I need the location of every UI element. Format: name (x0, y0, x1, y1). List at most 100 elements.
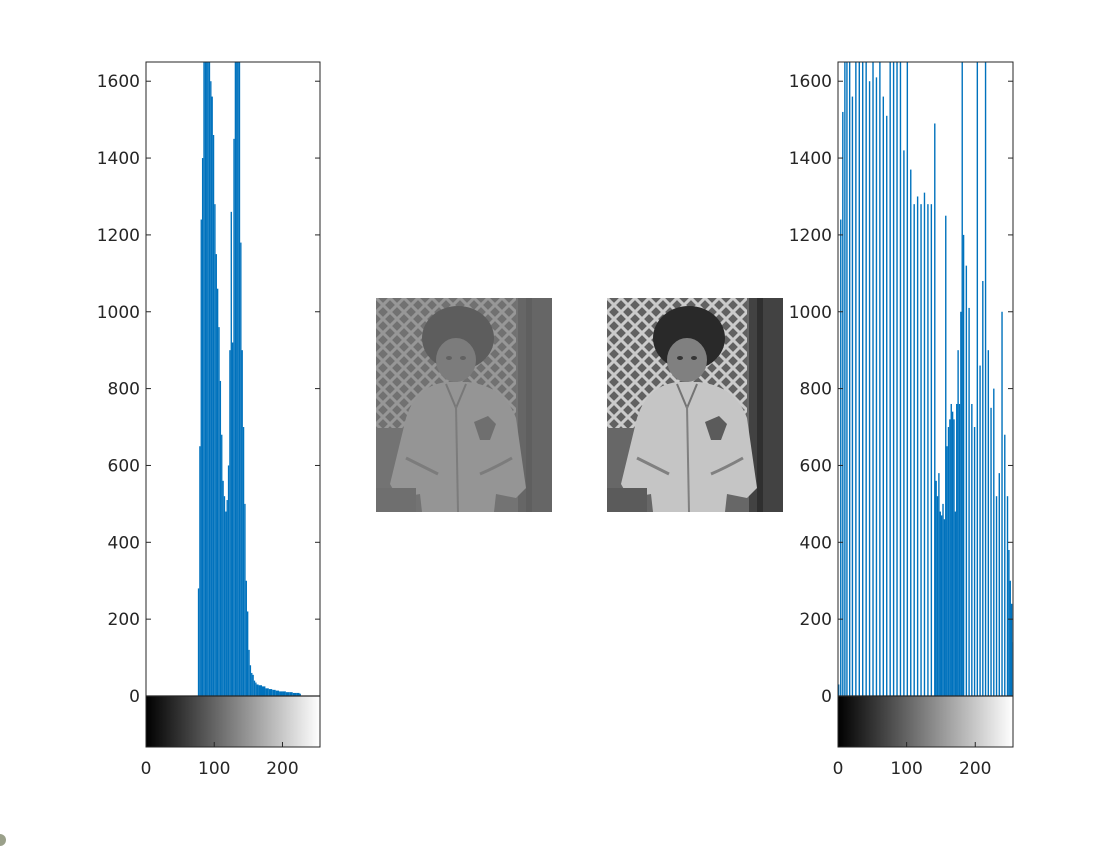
hist2-bar (954, 511, 957, 696)
hist1-bar (207, 62, 209, 696)
hist1-bar (299, 693, 301, 696)
hist1-bar (296, 692, 300, 696)
hist1-bar (212, 135, 215, 696)
equalized-photo-image (607, 298, 783, 512)
wall-post (526, 298, 532, 512)
hist1-bar (238, 62, 241, 696)
hist2-xtick-label: 200 (959, 759, 991, 779)
wall-post (757, 298, 763, 512)
hist2-bar (882, 96, 885, 696)
hist2-bar (892, 62, 895, 696)
hist1-bar (204, 62, 207, 696)
hist2-ytick-label: 1400 (789, 149, 832, 169)
hist2-bar (965, 265, 968, 696)
hist2-bar (1004, 434, 1006, 696)
hist1-bar (240, 242, 242, 696)
hist2-bar (958, 403, 961, 696)
hist2-bar (848, 62, 851, 696)
hist2-bars (838, 62, 1013, 696)
hist2-bar (998, 473, 1000, 696)
hist2-ytick-label: 1000 (789, 303, 832, 323)
eye (446, 356, 452, 360)
hist2-bar (1010, 603, 1013, 696)
hist1-bar (248, 649, 250, 696)
hist2-bar (979, 365, 981, 696)
hist2-axes-box (837, 61, 1014, 748)
hist2-bar (971, 403, 973, 696)
hist1-bar (226, 500, 228, 696)
hist1-bar (234, 62, 237, 696)
hist1-axes-box (145, 61, 321, 748)
hist1-bar (249, 665, 252, 696)
hist2-bar (858, 62, 860, 696)
hist2-ytick-label: 1600 (789, 72, 832, 92)
child-face (667, 338, 707, 382)
hist2-bar (951, 411, 954, 696)
hist2-bar (943, 519, 946, 696)
jacket-emblem (705, 416, 727, 440)
hist1-bar (214, 204, 216, 696)
hist1-bar (255, 682, 257, 696)
hist2-ytick-label: 600 (800, 456, 832, 476)
hist2-bar (844, 62, 846, 696)
hist1-bar (237, 62, 239, 696)
hist2-bar (1008, 549, 1010, 696)
hist1-bar (211, 96, 213, 696)
hist1-bar (251, 672, 253, 696)
hist2-bar (899, 62, 902, 696)
hist1-bar (233, 138, 235, 696)
hist1-bar (272, 689, 276, 696)
hist2-bar (936, 496, 939, 696)
hist2-bar (916, 196, 919, 696)
hist1-ytick-label: 400 (108, 533, 140, 553)
hist2-colorbar (838, 696, 1013, 747)
hist1-bar (219, 380, 222, 696)
hist2-bar (945, 215, 947, 696)
hist1-bar (230, 211, 232, 696)
eye (691, 356, 697, 360)
hist1-bar (265, 688, 269, 696)
hist1-colorbar (146, 696, 320, 747)
hist2-xtick-label: 0 (833, 759, 844, 779)
hist1-ytick-label: 1000 (97, 303, 140, 323)
arm-fold (405, 456, 439, 476)
hist1-bar (268, 689, 273, 696)
hist2-bar (946, 446, 948, 696)
hist2-bar (851, 96, 854, 696)
hist1-bar (206, 62, 208, 696)
hist2-bar (855, 62, 857, 696)
hist1-bar (292, 692, 297, 696)
hist2-bar (842, 111, 844, 696)
hist1-bar (227, 465, 230, 696)
hist2-bar (1006, 496, 1009, 696)
hist2-bar (995, 496, 998, 696)
hist2-bar (872, 62, 874, 696)
eye (677, 356, 683, 360)
hist1-bar (282, 691, 286, 696)
hist2-bar (896, 62, 898, 696)
hist1-bar (258, 685, 262, 696)
hist1-bar (262, 686, 266, 696)
hist1-bar (242, 427, 245, 696)
hist2-bar (930, 204, 933, 696)
hist2-bar (953, 419, 955, 696)
hist2-bar (840, 219, 842, 696)
hist2-bar (940, 515, 943, 696)
hist1-bar (225, 511, 227, 696)
hist1-bar (241, 350, 243, 696)
hist1-bar (208, 62, 211, 696)
hist1-bar (229, 350, 231, 696)
hist2-bar (889, 62, 891, 696)
hist2-bar (990, 407, 992, 696)
hist1-bar (245, 580, 247, 696)
hist1-bar (203, 62, 205, 696)
hist2-bar (862, 62, 864, 696)
hist2-bar (982, 281, 984, 696)
hist1-bar (201, 158, 204, 696)
hist1-bar (246, 611, 249, 696)
hist1-bar (253, 680, 256, 696)
arm-fold (636, 456, 670, 476)
jacket-emblem (474, 416, 496, 440)
hist1-bar (289, 692, 293, 696)
hist1-ytick-label: 600 (108, 456, 140, 476)
